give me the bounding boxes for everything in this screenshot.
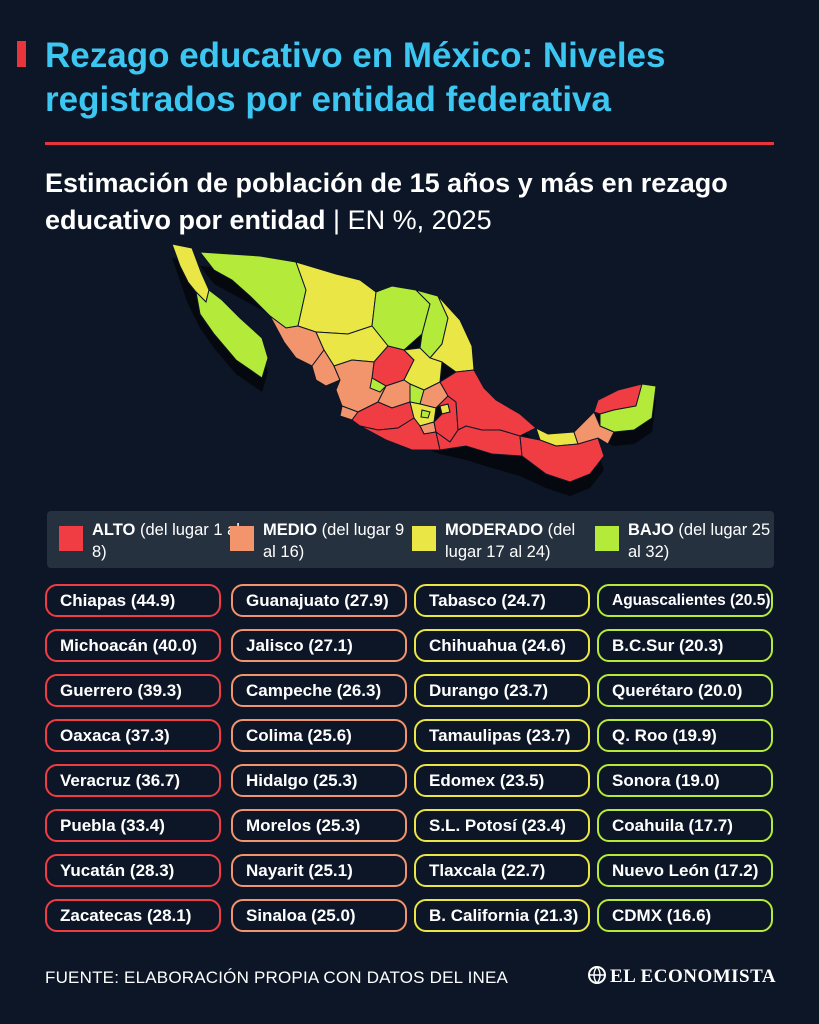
state-pill-moderado: S.L. Potosí (23.4) <box>414 809 590 842</box>
state-pill-alto: Oaxaca (37.3) <box>45 719 221 752</box>
globe-logo-icon <box>588 966 606 984</box>
state-pill-bajo: Sonora (19.0) <box>597 764 773 797</box>
legend-swatch-moderado <box>412 526 436 551</box>
region-campeche <box>573 411 615 445</box>
state-pill-moderado: Chihuahua (24.6) <box>414 629 590 662</box>
title-divider <box>45 142 774 145</box>
legend-level-name: MODERADO <box>445 521 544 539</box>
legend-label-bajo: BAJO (del lugar 25 al 32) <box>628 519 778 563</box>
state-pill-alto: Guerrero (39.3) <box>45 674 221 707</box>
mexico-map <box>171 243 657 496</box>
page-title: Rezago educativo en México: Niveles regi… <box>45 36 666 119</box>
state-pill-bajo: Querétaro (20.0) <box>597 674 773 707</box>
state-pill-alto: Michoacán (40.0) <box>45 629 221 662</box>
accent-bar <box>17 41 26 67</box>
state-pill-moderado: Tabasco (24.7) <box>414 584 590 617</box>
source-note: FUENTE: ELABORACIÓN PROPIA CON DATOS DEL… <box>45 968 509 987</box>
legend-label-medio: MEDIO (del lugar 9 al 16) <box>263 519 413 563</box>
state-pill-bajo: B.C.Sur (20.3) <box>597 629 773 662</box>
state-pill-medio: Guanajuato (27.9) <box>231 584 407 617</box>
legend-swatch-medio <box>230 526 254 551</box>
state-pill-alto: Yucatán (28.3) <box>45 854 221 887</box>
legend-label-alto: ALTO (del lugar 1 al 8) <box>92 519 242 563</box>
legend-label-moderado: MODERADO (del lugar 17 al 24) <box>445 519 595 563</box>
state-pill-alto: Chiapas (44.9) <box>45 584 221 617</box>
state-pill-medio: Campeche (26.3) <box>231 674 407 707</box>
state-pill-medio: Nayarit (25.1) <box>231 854 407 887</box>
legend-level-name: MEDIO <box>263 521 318 539</box>
state-pill-medio: Sinaloa (25.0) <box>231 899 407 932</box>
legend-level-range: (del lugar 17 al 24) <box>445 521 576 561</box>
legend-level-range: (del lugar 25 al 32) <box>628 521 771 561</box>
state-pill-bajo: Aguascalientes (20.5) <box>597 584 773 617</box>
region-aguascalientes <box>369 377 387 393</box>
state-pill-moderado: B. California (21.3) <box>414 899 590 932</box>
state-pill-moderado: Tamaulipas (23.7) <box>414 719 590 752</box>
map-legend: ALTO (del lugar 1 al 8) MEDIO (del lugar … <box>47 511 774 568</box>
subtitle-separator: | <box>325 205 348 235</box>
legend-level-range: (del lugar 9 al 16) <box>263 521 405 561</box>
region-oaxaca <box>435 425 523 457</box>
legend-level-name: ALTO <box>92 521 136 539</box>
state-pill-bajo: Nuevo León (17.2) <box>597 854 773 887</box>
state-pill-medio: Morelos (25.3) <box>231 809 407 842</box>
subtitle-main: Estimación de población de 15 años y más… <box>45 168 728 235</box>
state-ranking-grid: Chiapas (44.9) Michoacán (40.0) Guerrero (… <box>45 584 778 938</box>
legend-level-name: BAJO <box>628 521 674 539</box>
state-pill-medio: Jalisco (27.1) <box>231 629 407 662</box>
state-pill-bajo: Coahuila (17.7) <box>597 809 773 842</box>
region-chihuahua <box>295 261 377 335</box>
publisher-logo: EL ECONOMISTA <box>588 966 776 988</box>
logo-text: EL ECONOMISTA <box>610 966 777 987</box>
state-pill-alto: Zacatecas (28.1) <box>45 899 221 932</box>
region-tamaulipas <box>429 295 475 373</box>
state-pill-medio: Hidalgo (25.3) <box>231 764 407 797</box>
region-baja-california-sur <box>195 289 269 379</box>
state-pill-moderado: Tlaxcala (22.7) <box>414 854 590 887</box>
subtitle-unit: EN %, 2025 <box>347 205 492 235</box>
state-pill-medio: Colima (25.6) <box>231 719 407 752</box>
state-pill-alto: Veracruz (36.7) <box>45 764 221 797</box>
state-pill-moderado: Edomex (23.5) <box>414 764 590 797</box>
region-chiapas <box>519 435 605 483</box>
map-subtitle: Estimación de población de 15 años y más… <box>45 165 785 239</box>
state-pill-bajo: Q. Roo (19.9) <box>597 719 773 752</box>
state-pill-alto: Puebla (33.4) <box>45 809 221 842</box>
region-quintana-roo <box>599 383 657 433</box>
state-pill-moderado: Durango (23.7) <box>414 674 590 707</box>
legend-swatch-bajo <box>595 526 619 551</box>
legend-swatch-alto <box>59 526 83 551</box>
region-guerrero <box>359 417 441 451</box>
legend-level-range: (del lugar 1 al 8) <box>92 521 240 561</box>
region-cdmx <box>420 409 431 419</box>
state-pill-bajo: CDMX (16.6) <box>597 899 773 932</box>
